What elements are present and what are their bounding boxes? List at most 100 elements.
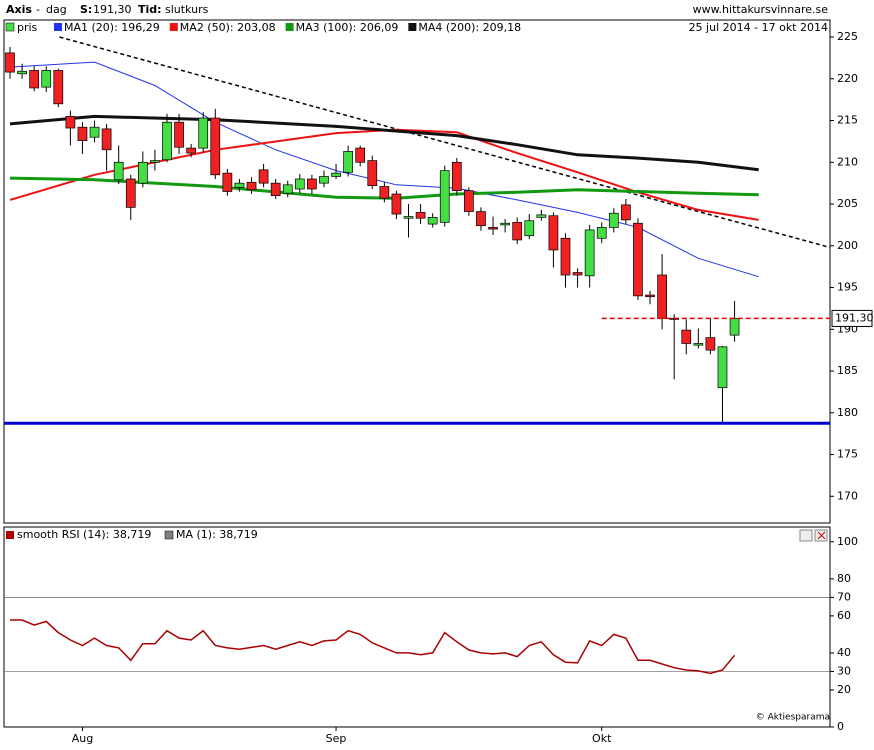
candle-body [162,121,172,161]
candle-body [41,70,52,88]
legend-swatch [169,23,178,31]
candle-body [29,70,40,89]
y-tick-label: 180 [837,406,858,419]
candle-body [137,161,148,184]
candle-body [331,172,341,177]
candle-body [439,170,450,223]
candle-body [572,272,583,276]
y-tick-label: 30 [837,664,851,677]
candle-body [415,212,426,219]
rsi-panel [3,526,831,728]
candle-body [246,181,257,191]
candle-body [89,126,100,138]
y-tick-label: 185 [837,364,858,377]
candle-body [705,337,716,351]
candle-body [608,212,619,228]
candle-body [282,184,293,194]
candle-body [657,274,667,319]
candle-body [451,161,462,192]
y-tick-label: 220 [837,72,858,85]
legend-label: smooth RSI (14): 38,719 [17,528,151,541]
candle-body [512,222,523,241]
x-tick-label: Aug [72,732,93,745]
last-price-box [831,309,873,327]
y-tick-label: 70 [837,590,851,603]
candle-body [693,343,704,346]
candle-body [150,160,160,163]
candle-body [717,346,728,389]
time: slutkurs [165,3,209,16]
legend-swatch [6,531,14,539]
candle-body [391,193,402,215]
candle-body [524,220,535,237]
legend-label: MA4 (200): 209,18 [418,21,521,34]
candle-body [681,329,692,344]
candle-body [258,169,269,184]
candle-body [234,182,245,188]
candle-body [17,70,27,75]
candle-body [5,52,15,73]
legend-swatch [408,23,417,31]
series-line [9,128,759,221]
time-label: Tid: [138,3,162,16]
y-tick-label: 40 [837,646,851,659]
y-tick-label: 195 [837,281,858,294]
trend-line [59,36,831,249]
legend-label: pris [17,21,38,34]
y-tick-label: 20 [837,683,851,696]
legend-label: MA (1): 38,719 [176,528,258,541]
y-tick-label: 215 [837,114,858,127]
close-glyph [817,531,826,540]
candle-body [101,128,112,151]
price-label: S: [80,3,92,16]
main-panel [3,19,831,524]
y-tick-label: 0 [837,720,844,733]
candle-body [488,227,498,230]
candle-body [476,211,486,227]
candle-body [174,121,184,148]
legend-swatch [164,530,174,540]
settings-icon[interactable] [799,529,813,542]
candle-body [77,126,88,141]
y-tick-label: 205 [837,197,858,210]
last-price-label: 191,30 [835,311,874,324]
period: dag [46,3,67,16]
candle-body [125,178,136,208]
legend-swatch [54,23,62,31]
candle-body [403,216,414,219]
candle-body [343,151,353,173]
x-tick-label: Sep [326,732,347,745]
x-tick-label: Okt [592,732,612,745]
candle-body [500,222,510,226]
date-range: 25 jul 2014 - 17 okt 2014 [689,21,828,34]
series-line [9,114,759,172]
credit: © Aktiesparama [756,713,830,723]
candle-body [596,227,607,239]
candle-body [464,190,474,212]
candle-body [536,214,547,218]
candle-body [548,215,559,251]
candle-body [222,172,233,192]
candle-body [65,116,76,129]
legend-label: MA3 (100): 206,09 [296,21,399,34]
candle-body [729,318,740,336]
y-tick-label: 80 [837,572,851,585]
y-tick-label: 100 [837,535,858,548]
y-tick-label: 175 [837,448,858,461]
site: www.hittakursvinnare.se [693,3,829,16]
candle-body [307,178,317,190]
y-tick-label: 170 [837,489,858,502]
candle-body [294,178,305,190]
candle-body [270,182,281,197]
y-tick-label: 200 [837,239,858,252]
series-line [10,619,736,675]
legend-swatch [5,22,15,32]
y-tick-label: 225 [837,30,858,43]
candle-body [621,204,631,221]
candle-body [367,160,378,187]
candle-body [210,117,221,176]
candle-body [645,294,655,298]
separator: - [36,3,40,16]
ticker: Axis [6,3,32,16]
